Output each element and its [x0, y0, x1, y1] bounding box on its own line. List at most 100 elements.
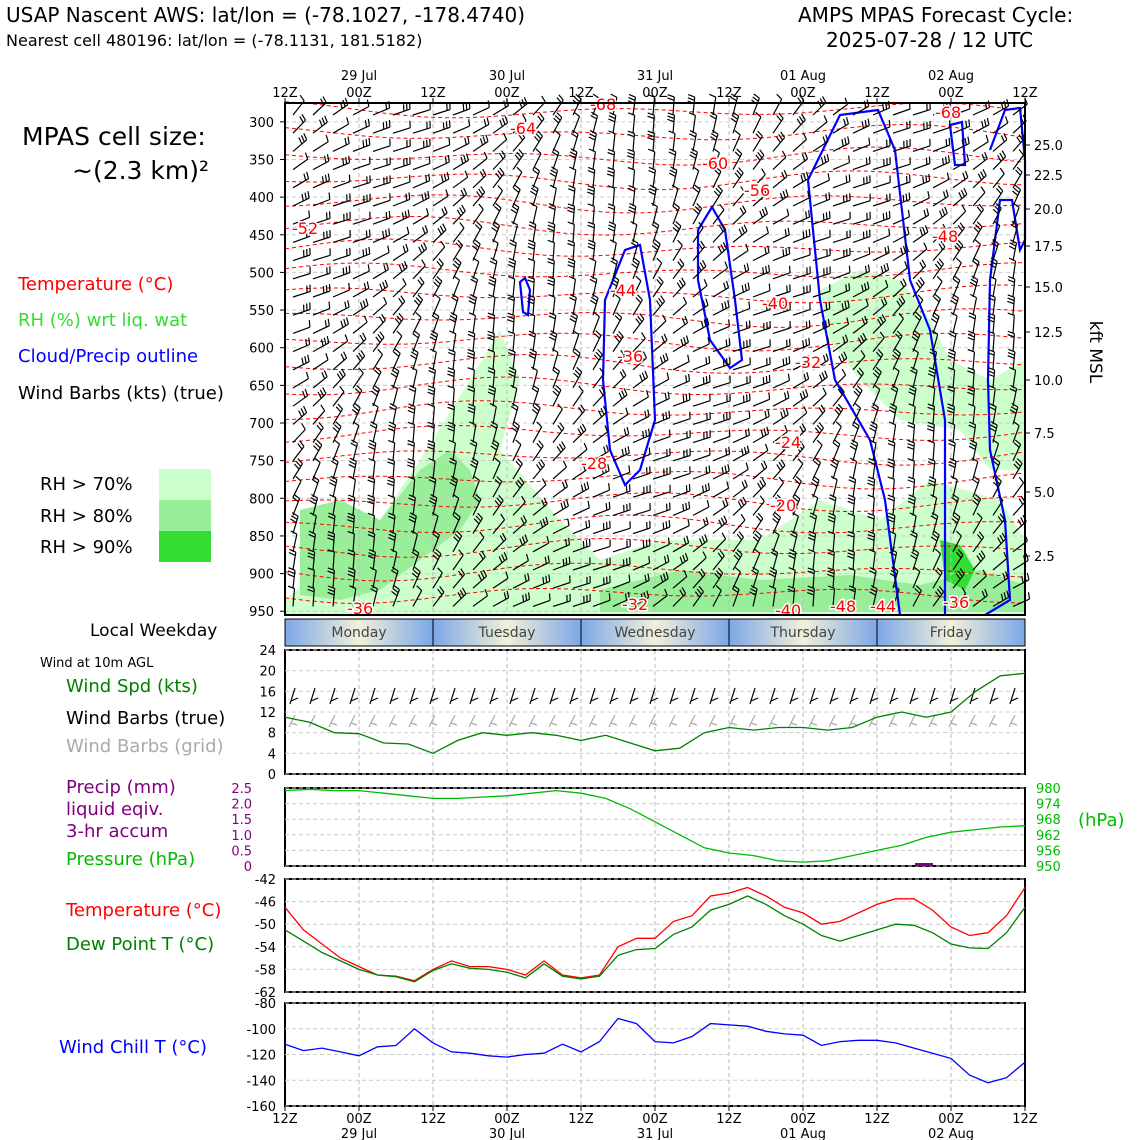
wind-barb [511, 220, 519, 243]
wind-barb [652, 571, 669, 589]
wind-barb [652, 314, 667, 334]
wind-barb [488, 275, 497, 298]
wind-barb [892, 330, 903, 352]
wind-barb [592, 311, 600, 334]
wind-barb [772, 494, 783, 516]
wind-barb [570, 129, 579, 152]
wind-barb [332, 403, 344, 425]
top-time-label: 00Z [642, 86, 668, 101]
wind-barb [349, 585, 357, 607]
cell-size-label: MPAS cell size: [22, 122, 206, 151]
wind-barb [732, 428, 750, 444]
wind-barb [807, 585, 815, 607]
wind-barb [412, 225, 429, 243]
wind-barb [792, 132, 808, 152]
wind-barb [832, 247, 851, 262]
wind-barb [772, 320, 791, 334]
wind-barb [587, 239, 596, 261]
wind-barb [967, 385, 975, 407]
wind-barb [852, 298, 869, 316]
wind-barb [989, 257, 998, 279]
wind-barb [449, 475, 458, 498]
wind-barb [1009, 384, 1018, 407]
wind-barb [412, 120, 431, 134]
wind-barb [412, 156, 431, 171]
wind-barb [652, 588, 668, 607]
wind-barb [552, 479, 569, 498]
wind-barb [472, 186, 486, 207]
wind-barb [692, 534, 708, 553]
wind-barb [468, 293, 477, 316]
wind-barb [912, 259, 927, 280]
wind-barb [607, 185, 615, 207]
wind-barb [952, 257, 962, 280]
wind-barb [632, 447, 651, 462]
wind-barb [951, 512, 961, 534]
wind-barb [510, 384, 518, 407]
wind-barb [472, 151, 488, 171]
weekday-cell [580, 618, 730, 647]
wind-barb [712, 393, 731, 407]
wind-barb [631, 257, 640, 280]
wind-barb [292, 320, 311, 334]
legend-rh70: RH > 70% [40, 474, 133, 495]
wind-barb [407, 476, 416, 498]
wind-barb [652, 502, 671, 516]
wind-barb [712, 242, 728, 262]
wind-barb [952, 153, 970, 171]
wind-barb-true [309, 687, 319, 705]
wind-barb [452, 119, 471, 134]
wind-barb [387, 494, 396, 516]
wind-barb [412, 190, 430, 207]
wind-barb [487, 367, 496, 389]
wind-barb [987, 330, 995, 352]
wind-barb [932, 189, 949, 207]
wind-barb [872, 349, 884, 371]
wind-barb [432, 172, 450, 189]
wind-barb [927, 366, 937, 389]
wind-barb [492, 476, 503, 498]
wind-barb [312, 335, 330, 353]
wind-barb [968, 421, 977, 443]
wind-barb [532, 95, 546, 116]
temperature-line [284, 886, 1026, 982]
wind-barb [732, 243, 749, 262]
wind-barb [692, 203, 703, 225]
isotherm-line [284, 123, 1026, 141]
wind-barb-grid [328, 714, 338, 728]
wind-barb [692, 482, 710, 498]
wind-barb [852, 175, 871, 189]
wind-barb [332, 117, 350, 134]
wind-barb [312, 301, 331, 316]
wind-barb [832, 300, 850, 316]
wind-barb [672, 535, 690, 553]
wind-barb [510, 202, 520, 225]
wind-barb [549, 166, 559, 188]
wind-barb [412, 276, 425, 298]
wind-barb [532, 166, 541, 189]
wind-barb [712, 549, 725, 571]
wind-barb [732, 548, 743, 571]
wind-barb [312, 229, 331, 243]
wind-barb [572, 481, 590, 498]
wind-barb [569, 311, 578, 334]
wind-barb [512, 592, 531, 607]
wind-barb [912, 138, 931, 152]
wind-barb [931, 330, 939, 352]
wind-barb [632, 313, 645, 334]
wind-barb [867, 476, 876, 498]
wind-barb [592, 557, 611, 571]
wind-barb [552, 130, 561, 152]
isotherm-label: -24 [775, 433, 801, 452]
isotherm-label: -32 [622, 595, 648, 614]
wind-barb [1012, 495, 1026, 516]
wind-barb [732, 479, 748, 498]
wind-barb [332, 368, 346, 389]
wind-barb-true [509, 687, 519, 705]
wind-barb [712, 203, 725, 225]
wind-barb [827, 549, 835, 571]
wind-barb [869, 439, 877, 461]
wind-barb [372, 228, 391, 243]
wind-barb [888, 530, 897, 552]
wind-barb [292, 152, 309, 171]
